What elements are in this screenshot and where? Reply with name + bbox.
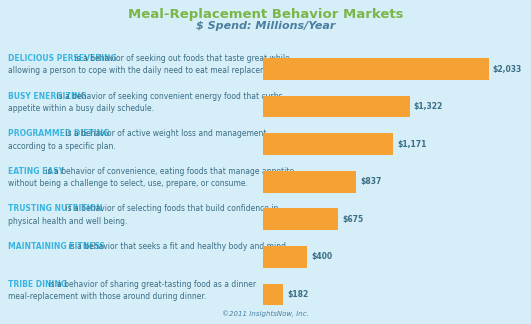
- Text: is a behavior of selecting foods that build confidence in: is a behavior of selecting foods that bu…: [63, 204, 279, 214]
- FancyBboxPatch shape: [263, 96, 409, 118]
- Text: without being a challenge to select, use, prepare, or consume.: without being a challenge to select, use…: [8, 179, 248, 188]
- Text: $1,322: $1,322: [414, 102, 443, 111]
- Text: $675: $675: [342, 215, 363, 224]
- Text: is a behavior of sharing great-tasting food as a dinner: is a behavior of sharing great-tasting f…: [46, 280, 256, 289]
- Text: $182: $182: [287, 290, 309, 299]
- Text: DELICIOUS PERSEVERING: DELICIOUS PERSEVERING: [8, 54, 117, 63]
- Text: appetite within a busy daily schedule.: appetite within a busy daily schedule.: [8, 104, 154, 113]
- Text: $1,171: $1,171: [397, 140, 426, 149]
- Text: according to a specific plan.: according to a specific plan.: [8, 142, 116, 151]
- Text: MAINTAINING FITNESS: MAINTAINING FITNESS: [8, 242, 105, 251]
- Text: Meal-Replacement Behavior Markets: Meal-Replacement Behavior Markets: [128, 8, 403, 21]
- FancyBboxPatch shape: [263, 58, 489, 80]
- FancyBboxPatch shape: [263, 171, 356, 193]
- Text: TRIBE DINING: TRIBE DINING: [8, 280, 67, 289]
- Text: EATING EASY: EATING EASY: [8, 167, 64, 176]
- FancyBboxPatch shape: [263, 284, 283, 306]
- Text: $400: $400: [312, 252, 332, 261]
- Text: is a behavior of seeking out foods that taste great while: is a behavior of seeking out foods that …: [72, 54, 290, 63]
- FancyBboxPatch shape: [263, 133, 393, 155]
- Text: is a behavior that seeks a fit and healthy body and mind.: is a behavior that seeks a fit and healt…: [66, 242, 288, 251]
- Text: ©2011 InsightsNow, Inc.: ©2011 InsightsNow, Inc.: [222, 310, 309, 317]
- FancyBboxPatch shape: [263, 246, 307, 268]
- Text: $ Spend: Millions/Year: $ Spend: Millions/Year: [196, 21, 335, 31]
- Text: $2,033: $2,033: [493, 64, 522, 74]
- Text: is a behavior of active weight loss and management: is a behavior of active weight loss and …: [63, 129, 267, 138]
- Text: is a behavior of convenience, eating foods that manage appetite: is a behavior of convenience, eating foo…: [42, 167, 294, 176]
- Text: physical health and well being.: physical health and well being.: [8, 217, 127, 226]
- Text: meal-replacement with those around during dinner.: meal-replacement with those around durin…: [8, 292, 206, 301]
- Text: is a behavior of seeking convenient energy food that curbs: is a behavior of seeking convenient ener…: [54, 92, 283, 101]
- Text: BUSY ENERGIZING: BUSY ENERGIZING: [8, 92, 87, 101]
- FancyBboxPatch shape: [263, 208, 338, 230]
- Text: $837: $837: [360, 177, 381, 186]
- Text: allowing a person to cope with the daily need to eat meal replacements.: allowing a person to cope with the daily…: [8, 66, 286, 75]
- Text: TRUSTING NUTRITION: TRUSTING NUTRITION: [8, 204, 102, 214]
- Text: PROGRAMMED DIETING: PROGRAMMED DIETING: [8, 129, 109, 138]
